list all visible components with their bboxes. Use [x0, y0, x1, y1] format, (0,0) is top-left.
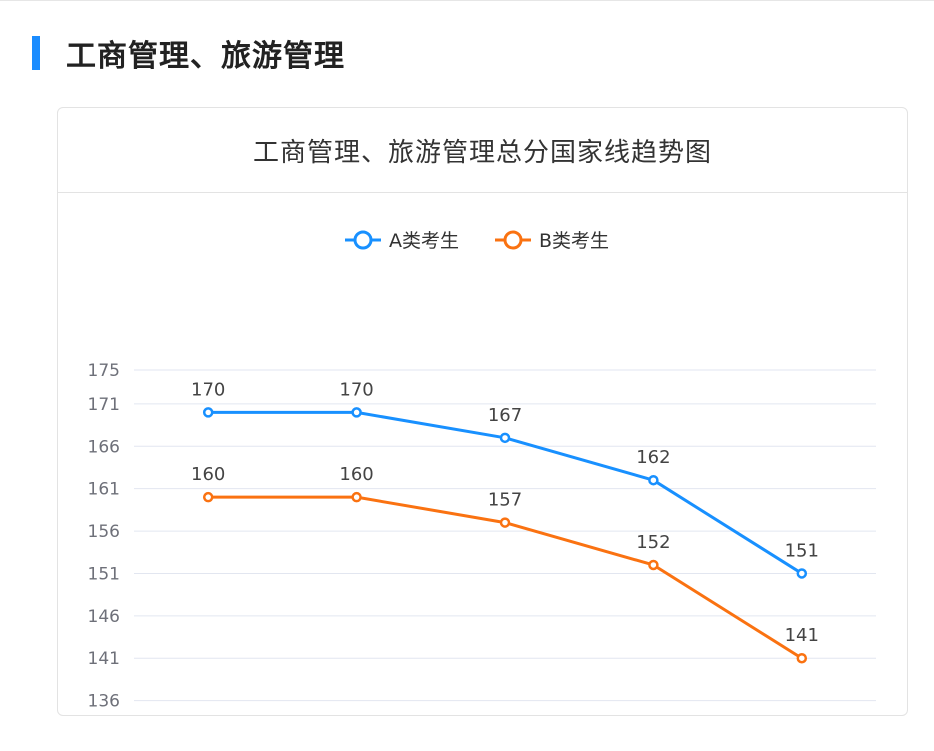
data-point[interactable]	[648, 559, 659, 571]
data-label: 152	[636, 532, 670, 553]
section-title: 工商管理、旅游管理	[66, 39, 345, 74]
y-tick-label: 141	[88, 649, 120, 669]
top-divider	[0, 0, 934, 1]
data-label: 141	[785, 625, 819, 646]
chart-card: 工商管理、旅游管理总分国家线趋势图 1311361411461511561611…	[57, 107, 908, 716]
y-axis-ticks: 131136141146151156161166171175	[88, 361, 120, 712]
data-label: 151	[785, 540, 819, 561]
y-tick-label: 151	[88, 564, 120, 584]
y-tick-label: 161	[88, 480, 120, 500]
data-label: 157	[488, 490, 522, 511]
chart-legend[interactable]: A类考生 B类考生	[345, 230, 609, 252]
data-label: 160	[339, 464, 373, 485]
data-point[interactable]	[499, 517, 511, 528]
data-label: 160	[191, 464, 225, 485]
series-lines: 170 170 167 162 151 160 160 157 152 141	[191, 379, 819, 664]
data-point[interactable]	[796, 568, 808, 579]
chart-title: 工商管理、旅游管理总分国家线趋势图	[252, 137, 712, 168]
data-point[interactable]	[202, 491, 214, 503]
series-b: 160 160 157 152 141	[191, 464, 819, 664]
y-tick-label: 156	[88, 522, 120, 542]
line-chart: 131136141146151156161166171175 202120222…	[88, 230, 876, 712]
data-label: 162	[636, 447, 670, 468]
grid-lines	[134, 369, 876, 702]
legend-marker-icon	[353, 230, 373, 250]
data-point[interactable]	[796, 652, 808, 664]
data-label: 167	[488, 405, 522, 426]
legend-item-a[interactable]: A类考生	[345, 230, 459, 252]
y-tick-label: 146	[88, 607, 120, 627]
data-point[interactable]	[648, 474, 659, 486]
y-tick-label: 166	[88, 437, 120, 457]
data-label: 170	[191, 379, 225, 400]
legend-marker-icon	[503, 230, 523, 250]
legend-label: B类考生	[539, 230, 609, 252]
data-point[interactable]	[351, 407, 362, 418]
section-accent-bar	[32, 36, 40, 70]
legend-label: A类考生	[389, 230, 459, 252]
y-tick-label: 175	[88, 361, 120, 381]
chart-card-header: 工商管理、旅游管理总分国家线趋势图	[58, 108, 907, 193]
data-point[interactable]	[202, 407, 214, 418]
series-a: 170 170 167 162 151	[191, 379, 819, 579]
section-header: 工商管理、旅游管理	[32, 34, 345, 74]
data-point[interactable]	[499, 432, 511, 444]
data-label: 170	[339, 379, 373, 400]
y-tick-label: 171	[88, 395, 120, 415]
y-tick-label: 136	[88, 692, 120, 712]
data-point[interactable]	[351, 491, 362, 503]
legend-item-b[interactable]: B类考生	[495, 230, 609, 252]
